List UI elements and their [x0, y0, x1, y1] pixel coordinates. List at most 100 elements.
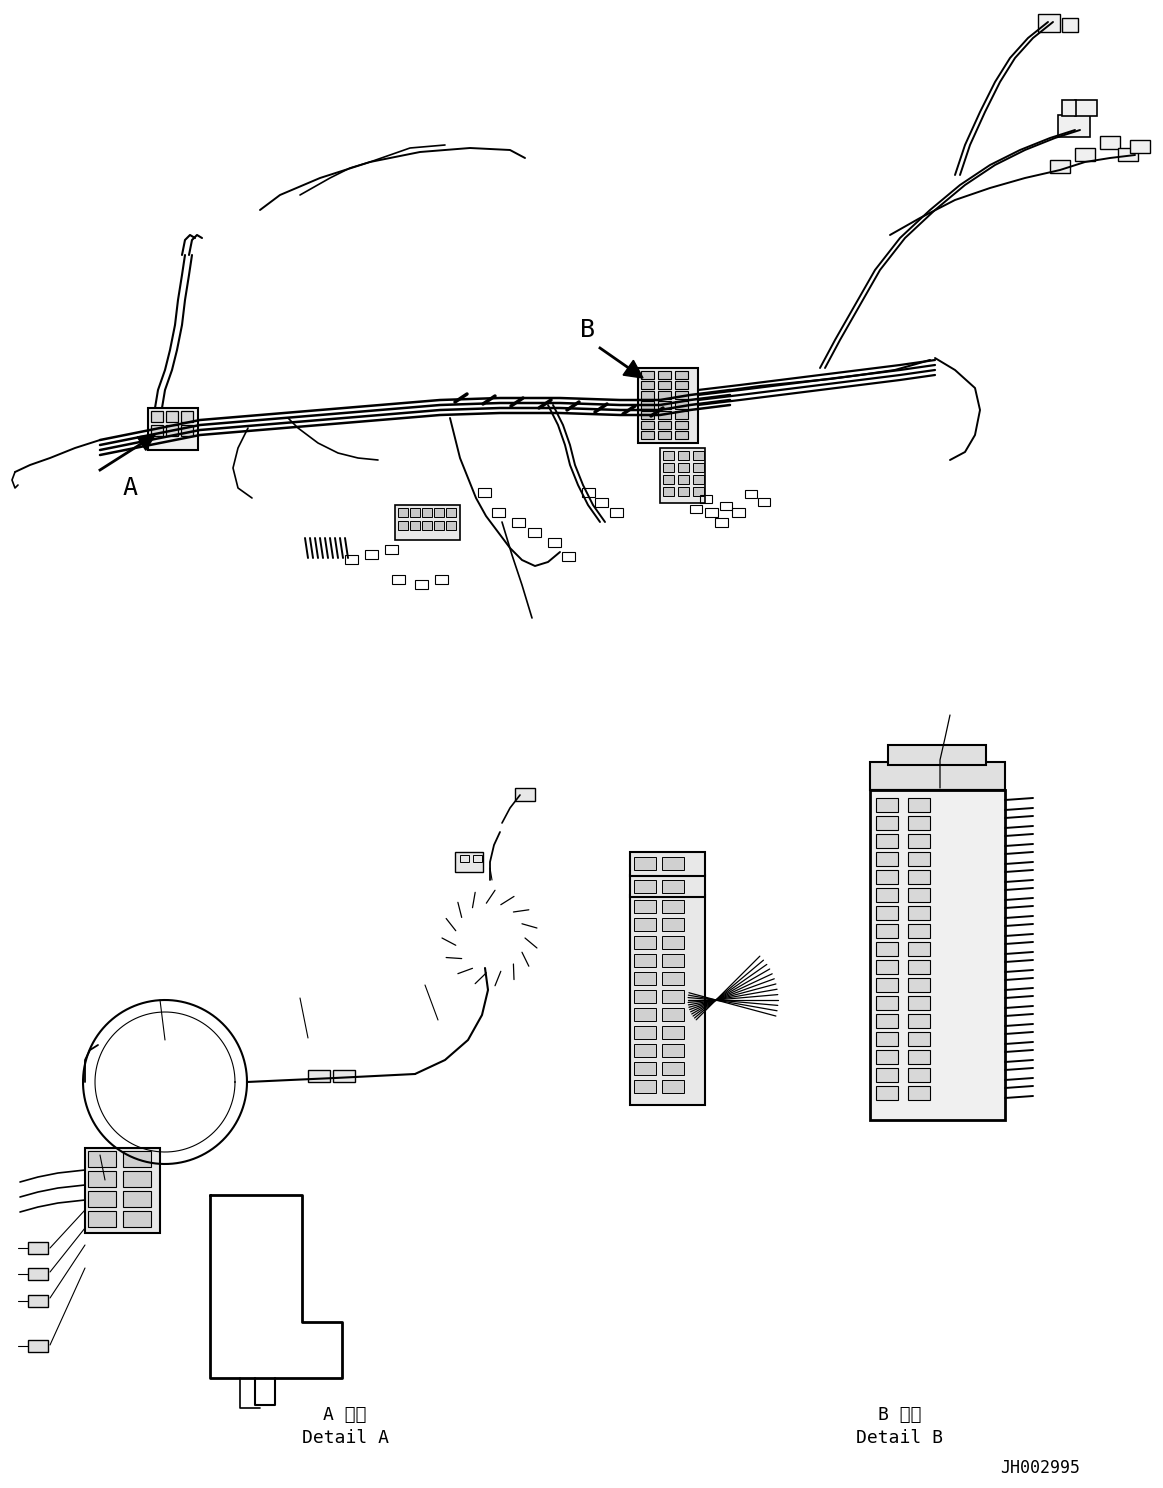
Bar — [1062, 100, 1076, 116]
Bar — [641, 391, 654, 399]
Bar — [876, 853, 898, 866]
Bar — [700, 496, 712, 503]
Bar — [434, 521, 444, 530]
Bar — [1075, 100, 1097, 116]
Bar — [88, 1190, 116, 1207]
Bar — [675, 371, 688, 379]
Bar — [908, 960, 930, 975]
Bar — [398, 521, 408, 530]
Bar — [658, 400, 671, 409]
Bar — [123, 1171, 151, 1187]
Bar — [908, 924, 930, 937]
Bar — [512, 518, 525, 527]
Bar — [1075, 147, 1096, 161]
Bar — [445, 507, 456, 516]
Bar — [662, 857, 684, 870]
Bar — [693, 487, 704, 496]
Bar — [876, 815, 898, 830]
Bar — [675, 381, 688, 388]
Bar — [634, 879, 656, 893]
Bar — [908, 942, 930, 955]
Bar — [758, 498, 770, 506]
Bar — [876, 960, 898, 975]
Bar — [876, 798, 898, 812]
Bar — [908, 1086, 930, 1100]
Bar — [720, 501, 732, 510]
Bar — [908, 1033, 930, 1046]
Bar — [876, 870, 898, 884]
Bar — [658, 421, 671, 429]
Bar — [345, 555, 358, 564]
Bar — [662, 990, 684, 1003]
Bar — [876, 1086, 898, 1100]
Bar — [166, 426, 178, 436]
Bar — [641, 411, 654, 420]
Polygon shape — [137, 434, 155, 451]
Bar — [908, 995, 930, 1010]
Bar — [88, 1211, 116, 1228]
Bar — [455, 853, 483, 872]
Bar — [634, 857, 656, 870]
Bar — [88, 1152, 116, 1167]
Bar — [515, 789, 535, 801]
Bar — [732, 507, 745, 516]
Bar — [641, 432, 654, 439]
Bar — [492, 507, 505, 516]
Bar — [658, 371, 671, 379]
Bar — [123, 1190, 151, 1207]
Bar — [675, 411, 688, 420]
Bar — [630, 853, 705, 876]
Bar — [85, 1149, 160, 1234]
Bar — [1118, 147, 1139, 161]
Bar — [445, 521, 456, 530]
Bar — [1130, 140, 1150, 153]
Bar — [151, 411, 163, 423]
Text: A: A — [122, 476, 137, 500]
Bar — [678, 463, 688, 472]
Bar — [876, 1033, 898, 1046]
Bar — [662, 900, 684, 914]
Bar — [876, 1013, 898, 1028]
Bar — [658, 411, 671, 420]
Bar — [678, 487, 688, 496]
Bar — [662, 879, 684, 893]
Bar — [478, 488, 491, 497]
Bar — [675, 400, 688, 409]
Bar — [908, 888, 930, 902]
Bar — [662, 954, 684, 967]
Bar — [908, 870, 930, 884]
Bar — [392, 574, 405, 583]
Text: Detail A: Detail A — [301, 1428, 388, 1446]
Bar — [1058, 115, 1090, 137]
Bar — [638, 368, 698, 443]
Bar — [461, 856, 469, 862]
Bar — [308, 1070, 330, 1082]
Bar — [634, 990, 656, 1003]
Bar — [641, 381, 654, 388]
Bar — [908, 833, 930, 848]
Text: B 詳細: B 詳細 — [878, 1406, 922, 1424]
Bar — [1039, 13, 1059, 33]
Bar — [634, 918, 656, 931]
Bar — [876, 995, 898, 1010]
Text: JH002995: JH002995 — [1000, 1460, 1080, 1478]
Bar — [908, 906, 930, 920]
Bar — [528, 528, 541, 537]
Bar — [662, 1007, 684, 1021]
Bar — [411, 521, 420, 530]
Bar — [548, 539, 561, 548]
Bar — [693, 475, 704, 484]
Bar — [662, 1062, 684, 1074]
Bar — [715, 518, 728, 527]
Bar — [28, 1341, 48, 1353]
Bar — [658, 391, 671, 399]
Bar — [876, 888, 898, 902]
Bar — [1100, 135, 1120, 149]
Bar — [166, 411, 178, 423]
Bar — [663, 487, 675, 496]
Bar — [641, 421, 654, 429]
Bar — [28, 1242, 48, 1254]
Bar — [662, 1027, 684, 1039]
Bar — [634, 1007, 656, 1021]
Bar — [434, 507, 444, 516]
